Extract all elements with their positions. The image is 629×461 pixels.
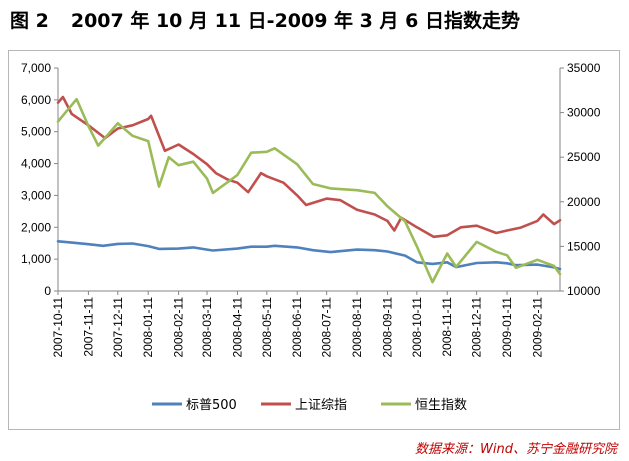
x-tick-label: 2008-03-11 xyxy=(200,297,214,358)
y-left-tick-label: 4,000 xyxy=(21,157,51,171)
y-left-tick-label: 2,000 xyxy=(21,220,51,234)
y-right-tick-label: 20000 xyxy=(567,195,601,209)
y-right-tick-label: 30000 xyxy=(567,106,601,120)
x-tick-label: 2008-06-11 xyxy=(290,297,304,358)
y-right-tick-label: 15000 xyxy=(567,239,601,253)
x-tick-label: 2007-10-11 xyxy=(51,297,65,358)
x-tick-label: 2008-07-11 xyxy=(320,297,334,358)
x-tick-label: 2008-08-11 xyxy=(350,297,364,358)
series-line-1 xyxy=(56,240,562,271)
figure-title: 图 2 2007 年 10 月 11 日-2009 年 3 月 6 日指数走势 xyxy=(10,6,520,33)
source-note: 数据来源：Wind、苏宁金融研究院 xyxy=(415,442,617,457)
y-left-tick-label: 3,000 xyxy=(21,188,51,202)
y-left-tick-label: 5,000 xyxy=(21,125,51,139)
x-tick-label: 2008-12-11 xyxy=(470,297,484,358)
y-left-tick-label: 6,000 xyxy=(21,93,51,107)
legend-label-2: 上证综指 xyxy=(295,398,347,413)
x-tick-label: 2008-11-11 xyxy=(440,297,454,357)
legend-label-3: 恒生指数 xyxy=(415,398,467,413)
x-tick-label: 2008-10-11 xyxy=(410,297,424,358)
x-tick-label: 2009-02-11 xyxy=(530,297,544,358)
y-right-tick-label: 10000 xyxy=(567,284,601,298)
legend-label-1: 标普500 xyxy=(186,398,237,413)
x-tick-label: 2007-12-11 xyxy=(111,297,125,358)
x-tick-label: 2009-01-11 xyxy=(500,297,514,358)
x-tick-label: 2007-11-11 xyxy=(81,297,95,357)
chart-frame xyxy=(8,50,620,430)
x-tick-label: 2008-01-11 xyxy=(141,297,155,358)
y-right-tick-label: 35000 xyxy=(567,61,601,75)
y-left-tick-label: 1,000 xyxy=(21,252,51,266)
y-left-tick-label: 0 xyxy=(44,284,51,298)
x-tick-label: 2008-05-11 xyxy=(260,297,274,358)
y-right-tick-label: 25000 xyxy=(567,150,601,164)
figure-number: 图 2 xyxy=(10,10,49,32)
x-tick-label: 2008-02-11 xyxy=(172,297,186,358)
x-tick-label: 2008-09-11 xyxy=(380,297,394,358)
series-line-2 xyxy=(56,95,562,239)
series-line-3 xyxy=(56,97,562,284)
x-tick-label: 2008-04-11 xyxy=(230,297,244,358)
y-left-tick-label: 7,000 xyxy=(21,61,51,75)
figure-title-text: 2007 年 10 月 11 日-2009 年 3 月 6 日指数走势 xyxy=(70,10,520,32)
